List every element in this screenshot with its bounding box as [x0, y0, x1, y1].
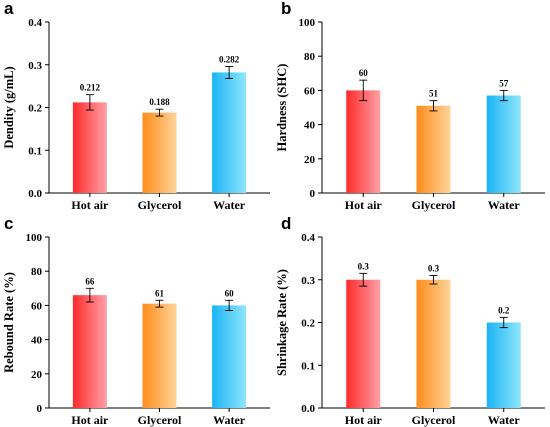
y-tick-label: 20: [304, 154, 316, 166]
bar-hot-air: [72, 102, 107, 193]
panel-c: c 0 20 40 60 80 100 Rebound Rate (%) 66 Hot air 61…: [2, 214, 270, 427]
y-tick-label: 20: [31, 369, 43, 381]
panel-letter: b: [281, 0, 291, 18]
bar-water: [212, 305, 247, 408]
y-tick-label: 40: [31, 335, 43, 347]
data-label: 0.3: [358, 261, 370, 271]
bar-glycerol: [142, 112, 177, 193]
panel-letter: c: [4, 214, 13, 233]
y-tick-label: 0.3: [28, 60, 42, 72]
data-label: 0.2: [498, 305, 510, 315]
data-label: 66: [85, 276, 95, 286]
data-label: 0.3: [428, 263, 440, 273]
y-tick-label: 80: [304, 51, 316, 63]
data-label: 0.282: [219, 54, 240, 64]
x-tick-label: Water: [488, 198, 521, 212]
data-label: 60: [359, 68, 369, 78]
panel-letter: a: [4, 0, 14, 18]
y-tick-label: 0: [37, 403, 43, 415]
y-tick-label: 0.4: [301, 232, 315, 244]
y-tick-label: 60: [31, 300, 43, 312]
x-tick-label: Glycerol: [412, 413, 456, 427]
y-axis-title: Hardness (SHC): [275, 64, 289, 152]
bar-hot-air: [346, 90, 381, 193]
y-tick-label: 0.2: [28, 103, 42, 115]
data-label: 0.188: [149, 97, 170, 107]
x-tick-label: Glycerol: [412, 198, 456, 212]
x-tick-label: Water: [213, 198, 246, 212]
x-tick-label: Glycerol: [138, 413, 182, 427]
panel-letter: d: [281, 214, 291, 233]
data-label: 60: [225, 288, 235, 298]
y-tick-label: 0.1: [28, 145, 42, 157]
data-label: 61: [155, 288, 165, 298]
x-tick-label: Water: [488, 413, 521, 427]
y-axis-title: Shrinkage Rate (%): [275, 269, 289, 376]
bar-glycerol: [416, 279, 451, 408]
y-tick-label: 0.4: [28, 17, 42, 29]
y-tick-label: 0.1: [301, 360, 315, 372]
y-tick-label: 0.3: [301, 275, 315, 287]
bar-water: [486, 95, 521, 193]
y-axis-title: Dendity (g/mL): [2, 66, 16, 148]
bar-water: [212, 72, 247, 193]
x-tick-label: Hot air: [71, 413, 109, 427]
y-tick-label: 40: [304, 120, 316, 132]
bar-glycerol: [142, 303, 177, 408]
x-tick-label: Glycerol: [138, 198, 182, 212]
panel-a: a 0.0 0.1 0.2 0.3 0.4 Dendity (g/mL) 0.212 Hot a…: [2, 0, 270, 212]
x-tick-label: Hot air: [71, 198, 109, 212]
bar-glycerol: [416, 105, 451, 193]
data-label: 51: [429, 89, 439, 99]
y-tick-label: 100: [299, 17, 316, 29]
y-tick-label: 100: [26, 232, 43, 244]
y-axis-title: Rebound Rate (%): [2, 272, 16, 373]
bar-hot-air: [72, 295, 107, 408]
x-tick-label: Hot air: [345, 198, 383, 212]
x-tick-label: Hot air: [345, 413, 383, 427]
y-tick-label: 0.2: [301, 318, 315, 330]
data-label: 57: [499, 78, 509, 88]
y-tick-label: 0.0: [28, 188, 42, 200]
panel-d: d 0.0 0.1 0.2 0.3 0.4 Shrinkage Rate (%) 0.3 Hot…: [275, 214, 545, 427]
x-tick-label: Water: [213, 413, 246, 427]
y-tick-label: 0.0: [301, 403, 315, 415]
y-tick-label: 60: [304, 85, 316, 97]
y-tick-label: 80: [31, 266, 43, 278]
data-label: 0.212: [80, 83, 101, 93]
y-tick-label: 0: [310, 188, 316, 200]
panel-b: b 0 20 40 60 80 100 Hardness (SHC) 60 Hot air 51 Gl…: [275, 0, 545, 212]
bar-water: [486, 322, 521, 408]
bar-hot-air: [346, 279, 381, 408]
